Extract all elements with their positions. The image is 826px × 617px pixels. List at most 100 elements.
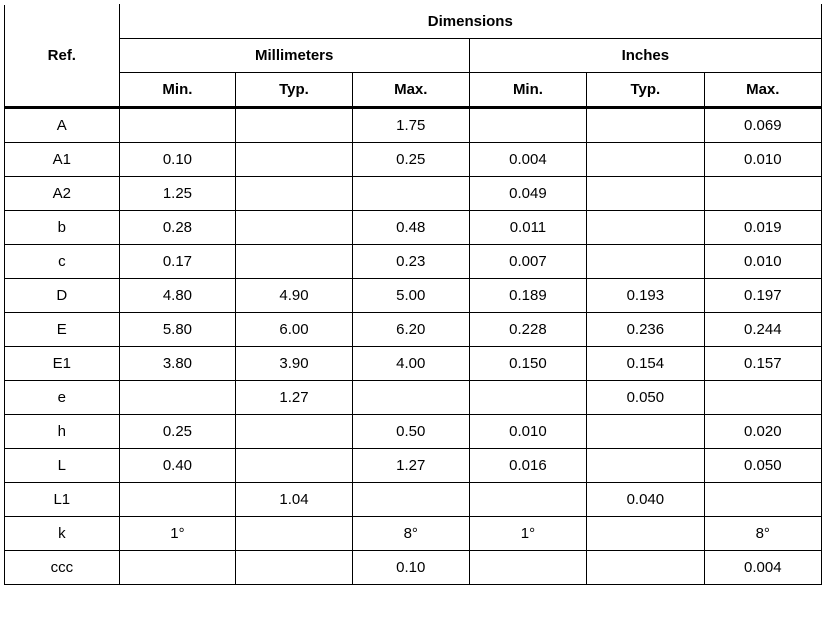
cell-mm-max: 5.00 (352, 279, 469, 313)
cell-in-typ (587, 551, 704, 585)
cell-in-typ (587, 211, 704, 245)
cell-mm-max (352, 483, 469, 517)
cell-mm-typ (236, 551, 353, 585)
cell-ref: A2 (5, 177, 120, 211)
table-row: A21.25 0.049 (5, 177, 822, 211)
cell-in-min (469, 381, 586, 415)
cell-in-max: 0.010 (704, 143, 821, 177)
cell-mm-min: 0.40 (119, 449, 236, 483)
cell-mm-min (119, 108, 236, 143)
cell-mm-max: 1.75 (352, 108, 469, 143)
cell-ref: D (5, 279, 120, 313)
cell-mm-min: 5.80 (119, 313, 236, 347)
header-in: Inches (469, 39, 821, 73)
cell-in-max (704, 381, 821, 415)
cell-in-min: 0.011 (469, 211, 586, 245)
table-row: k1°8°1°8° (5, 517, 822, 551)
cell-in-max: 0.069 (704, 108, 821, 143)
cell-in-max: 0.020 (704, 415, 821, 449)
cell-in-min: 0.016 (469, 449, 586, 483)
cell-ref: E1 (5, 347, 120, 381)
cell-mm-max: 0.48 (352, 211, 469, 245)
table-body: A1.750.069A10.100.250.0040.010A21.250.04… (5, 108, 822, 585)
cell-mm-max: 1.27 (352, 449, 469, 483)
cell-mm-typ (236, 108, 353, 143)
cell-mm-typ: 3.90 (236, 347, 353, 381)
cell-mm-min: 0.10 (119, 143, 236, 177)
cell-mm-max: 0.50 (352, 415, 469, 449)
cell-mm-min: 0.28 (119, 211, 236, 245)
cell-mm-typ: 4.90 (236, 279, 353, 313)
cell-mm-min: 4.80 (119, 279, 236, 313)
table-row: D4.804.905.000.1890.1930.197 (5, 279, 822, 313)
cell-mm-min: 0.17 (119, 245, 236, 279)
cell-in-max (704, 177, 821, 211)
cell-in-min: 0.004 (469, 143, 586, 177)
cell-ref: L1 (5, 483, 120, 517)
header-in-max: Max. (704, 73, 821, 108)
cell-mm-typ (236, 177, 353, 211)
table-row: b0.280.480.0110.019 (5, 211, 822, 245)
table-row: e 1.27 0.050 (5, 381, 822, 415)
cell-mm-typ (236, 449, 353, 483)
cell-mm-typ (236, 517, 353, 551)
cell-ref: A1 (5, 143, 120, 177)
cell-in-max: 0.197 (704, 279, 821, 313)
header-in-min: Min. (469, 73, 586, 108)
cell-mm-max: 6.20 (352, 313, 469, 347)
cell-in-min: 0.228 (469, 313, 586, 347)
cell-in-max (704, 483, 821, 517)
table-row: A10.10 0.250.004 0.010 (5, 143, 822, 177)
cell-ref: h (5, 415, 120, 449)
cell-ref: e (5, 381, 120, 415)
cell-ref: k (5, 517, 120, 551)
header-mm: Millimeters (119, 39, 469, 73)
cell-ref: ccc (5, 551, 120, 585)
cell-mm-max: 4.00 (352, 347, 469, 381)
cell-mm-max (352, 177, 469, 211)
cell-mm-typ: 1.27 (236, 381, 353, 415)
cell-mm-max: 0.25 (352, 143, 469, 177)
cell-in-max: 0.010 (704, 245, 821, 279)
table-row: A 1.75 0.069 (5, 108, 822, 143)
cell-in-typ: 0.236 (587, 313, 704, 347)
cell-in-typ: 0.193 (587, 279, 704, 313)
cell-in-min: 0.049 (469, 177, 586, 211)
cell-mm-typ: 6.00 (236, 313, 353, 347)
table-row: L11.040.040 (5, 483, 822, 517)
cell-in-max: 0.050 (704, 449, 821, 483)
dimensions-table: Ref. Dimensions Millimeters Inches Min. … (4, 4, 822, 585)
cell-in-typ (587, 245, 704, 279)
cell-in-min (469, 108, 586, 143)
cell-in-max: 0.004 (704, 551, 821, 585)
header-mm-max: Max. (352, 73, 469, 108)
cell-mm-min: 1° (119, 517, 236, 551)
cell-mm-typ (236, 415, 353, 449)
cell-in-typ: 0.154 (587, 347, 704, 381)
cell-ref: E (5, 313, 120, 347)
cell-in-min: 0.007 (469, 245, 586, 279)
header-mm-typ: Typ. (236, 73, 353, 108)
cell-in-max: 0.157 (704, 347, 821, 381)
cell-in-min: 0.189 (469, 279, 586, 313)
table-row: L0.40 1.270.016 0.050 (5, 449, 822, 483)
cell-mm-max: 8° (352, 517, 469, 551)
cell-in-typ: 0.050 (587, 381, 704, 415)
cell-in-typ (587, 108, 704, 143)
cell-ref: c (5, 245, 120, 279)
table-row: ccc0.100.004 (5, 551, 822, 585)
cell-in-min (469, 483, 586, 517)
cell-mm-min: 1.25 (119, 177, 236, 211)
table-row: h0.250.500.0100.020 (5, 415, 822, 449)
cell-ref: A (5, 108, 120, 143)
header-dimensions: Dimensions (119, 5, 821, 39)
cell-mm-min: 3.80 (119, 347, 236, 381)
cell-in-typ (587, 415, 704, 449)
cell-ref: L (5, 449, 120, 483)
cell-ref: b (5, 211, 120, 245)
cell-mm-typ (236, 211, 353, 245)
cell-mm-typ (236, 143, 353, 177)
header-ref: Ref. (5, 5, 120, 108)
table-row: c0.170.230.0070.010 (5, 245, 822, 279)
cell-in-max: 0.244 (704, 313, 821, 347)
